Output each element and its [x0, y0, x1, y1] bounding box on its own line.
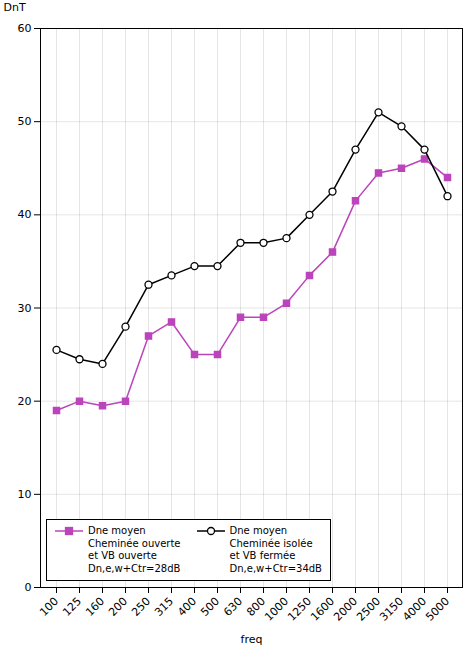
svg-text:30: 30 [18, 302, 32, 315]
svg-text:630: 630 [221, 595, 245, 619]
svg-text:60: 60 [18, 22, 32, 35]
svg-text:800: 800 [244, 594, 269, 619]
svg-text:DnT: DnT [4, 1, 26, 14]
svg-text:100: 100 [37, 595, 61, 619]
svg-text:500: 500 [198, 595, 222, 619]
html-text:Dne moyen Cheminée ouverte et: Dne moyen Cheminée ouverte et VB ouverte… [88, 525, 181, 574]
svg-text:160: 160 [83, 595, 107, 619]
svg-text:20: 20 [18, 395, 32, 408]
svg-text:4000: 4000 [400, 595, 429, 624]
svg-text:400: 400 [175, 595, 199, 619]
svg-text:3150: 3150 [377, 595, 406, 624]
svg-text:1000: 1000 [262, 595, 291, 624]
svg-text:1600: 1600 [308, 595, 337, 624]
svg-text:250: 250 [129, 595, 153, 619]
svg-text:2000: 2000 [331, 595, 360, 624]
svg-text:freq: freq [241, 633, 263, 646]
svg-text:5000: 5000 [423, 595, 452, 624]
svg-text:10: 10 [18, 488, 32, 501]
svg-text:200: 200 [106, 595, 130, 619]
svg-text:0: 0 [25, 581, 32, 594]
svg-text:1250: 1250 [285, 595, 314, 624]
svg-text:40: 40 [18, 208, 32, 221]
html-text:Dne moyen Cheminée isolée et V: Dne moyen Cheminée isolée et VB fermée D… [229, 525, 322, 574]
svg-text:50: 50 [18, 115, 32, 128]
svg-text:2500: 2500 [354, 595, 383, 624]
svg-text:125: 125 [60, 595, 84, 619]
svg-text:315: 315 [152, 595, 176, 619]
